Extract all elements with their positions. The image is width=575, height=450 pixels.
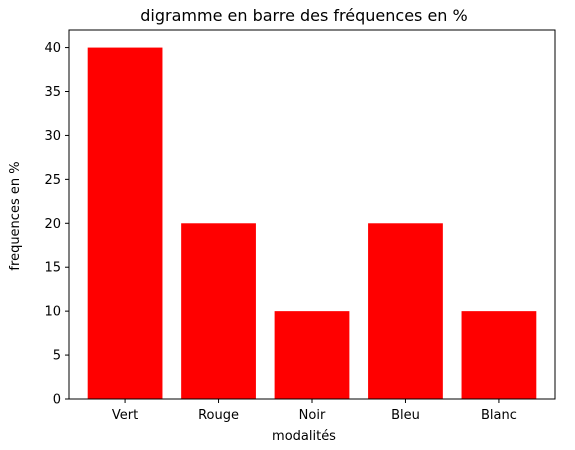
y-axis-label: frequences en % — [8, 161, 23, 270]
bar-rouge — [181, 223, 256, 399]
y-tick-label: 0 — [53, 393, 61, 408]
y-tick-label: 35 — [44, 85, 61, 100]
bar-blanc — [461, 311, 537, 399]
bar-noir — [274, 311, 350, 399]
x-tick-label-bleu: Bleu — [391, 408, 420, 423]
ticks-layer: 0 5 10 15 20 25 30 35 40 Vert Rouge Noir Bleu Blanc — [44, 41, 516, 423]
y-tick-label: 25 — [44, 173, 61, 188]
x-tick-label-noir: Noir — [299, 408, 326, 423]
x-tick-label-vert: Vert — [112, 408, 138, 423]
y-tick-label: 10 — [44, 305, 61, 320]
chart-title: digramme en barre des fréquences en % — [140, 6, 467, 25]
bar-bleu — [368, 223, 443, 399]
y-tick-label: 40 — [44, 41, 61, 56]
x-tick-label-blanc: Blanc — [481, 408, 517, 423]
x-tick-label-rouge: Rouge — [198, 408, 239, 423]
bar-vert — [87, 47, 163, 399]
y-tick-label: 20 — [44, 217, 61, 232]
y-tick-label: 15 — [44, 261, 61, 276]
y-tick-label: 30 — [44, 129, 61, 144]
bars-layer — [87, 47, 537, 399]
x-axis-label: modalités — [272, 429, 336, 444]
y-tick-label: 5 — [53, 349, 61, 364]
